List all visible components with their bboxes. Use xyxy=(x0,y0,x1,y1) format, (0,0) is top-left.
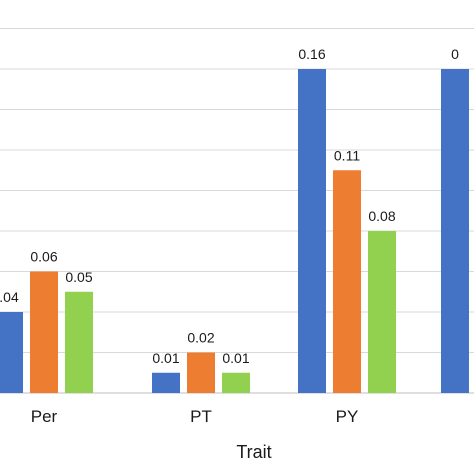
data-label: 0 xyxy=(451,46,459,62)
category-label: PT xyxy=(190,407,212,426)
category-labels: Per PT PY xyxy=(31,407,359,426)
data-label: 0.11 xyxy=(334,147,360,163)
bars xyxy=(0,69,469,393)
bar xyxy=(65,291,93,393)
data-label: 0.02 xyxy=(187,330,214,346)
category-label: PY xyxy=(336,407,359,426)
bar xyxy=(441,69,469,393)
data-label: 0.06 xyxy=(30,249,57,265)
x-axis-title: Trait xyxy=(236,442,271,462)
bar xyxy=(222,372,250,393)
bar xyxy=(152,372,180,393)
bar xyxy=(30,271,58,393)
bar xyxy=(0,312,23,393)
data-labels: .04 0.01 0.16 0 0.06 0.02 0.11 0.05 0.01 0.08 xyxy=(0,46,459,366)
data-label: 0.05 xyxy=(65,269,92,285)
data-label: 0.08 xyxy=(368,208,395,224)
bar xyxy=(368,231,396,393)
data-label: 0.01 xyxy=(222,350,249,366)
bar xyxy=(187,352,215,393)
bar xyxy=(298,69,326,393)
bar xyxy=(333,170,361,393)
category-label: Per xyxy=(31,407,58,426)
data-label: 0.16 xyxy=(298,46,325,62)
data-label: 0.01 xyxy=(152,350,179,366)
data-label: .04 xyxy=(0,289,19,305)
